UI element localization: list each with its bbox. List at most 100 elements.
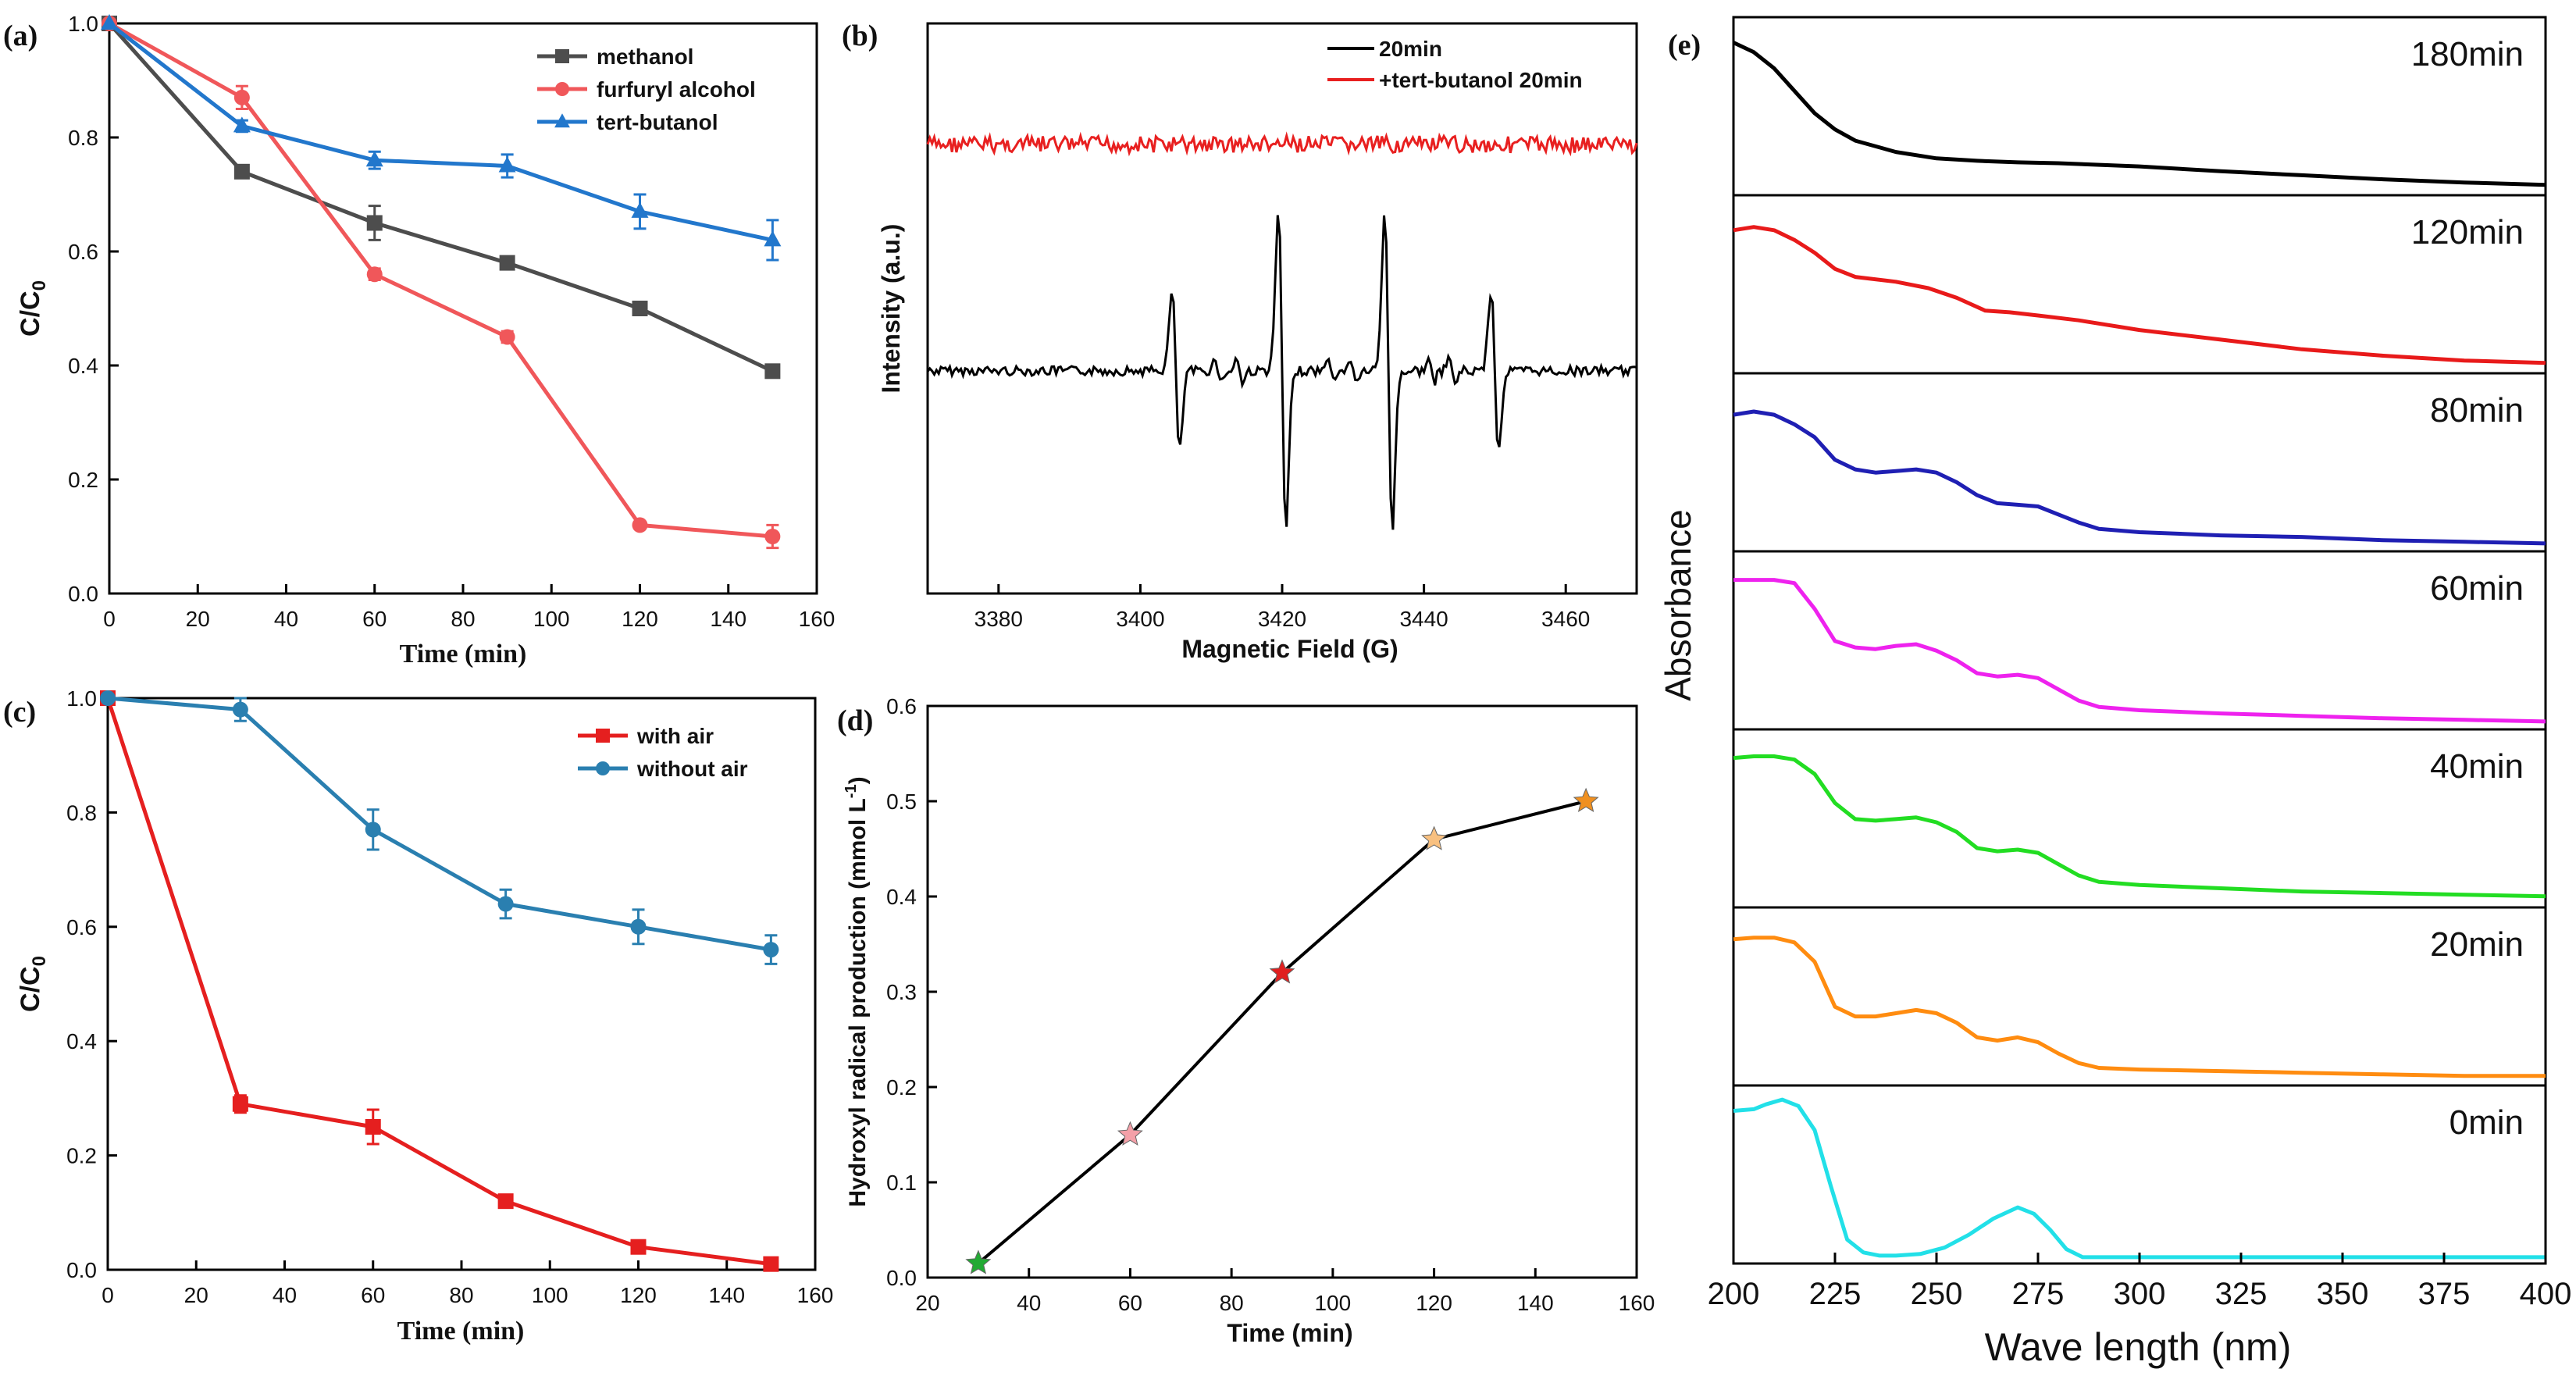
data-point — [764, 363, 781, 380]
data-point — [232, 701, 248, 718]
x-tick-label: 3420 — [1258, 607, 1306, 631]
y-axis-label: Absorbance — [1658, 509, 1698, 701]
y-tick-label: 0.2 — [68, 468, 98, 492]
y-tick-label: 0.5 — [886, 790, 917, 814]
legend-label: furfuryl alcohol — [597, 77, 756, 102]
series-methanol — [102, 16, 781, 380]
legend-label: +tert-butanol 20min — [1379, 68, 1583, 92]
series-label: 40min — [2430, 747, 2524, 786]
data-point — [1573, 787, 1599, 812]
x-tick-label: 120 — [620, 1283, 657, 1307]
x-tick-label: 100 — [1314, 1291, 1351, 1315]
series-Hydroxyl-radical-production — [965, 787, 1599, 1274]
y-tick-label: 0.4 — [68, 354, 98, 378]
data-point — [233, 89, 250, 105]
panel-1: 3380 3400 3420 3440 3460 20min +tert-butanol 2… — [926, 22, 1638, 631]
data-point — [1269, 959, 1295, 984]
y-tick-label: 0.0 — [886, 1266, 917, 1290]
x-tick-label: 200 — [1708, 1277, 1760, 1311]
data-point — [764, 529, 781, 544]
x-axis-label: Wave length (nm) — [1985, 1325, 2292, 1369]
x-tick-label: 160 — [1619, 1291, 1655, 1315]
x-tick-label: 140 — [1517, 1291, 1554, 1315]
x-tick-label: 3380 — [974, 607, 1023, 631]
x-tick-label: 40 — [1017, 1291, 1041, 1315]
data-point — [366, 266, 383, 283]
legend-entry: tert-butanol — [537, 110, 718, 134]
x-tick-label: 20 — [184, 1283, 208, 1307]
y-tick-label: 1.0 — [66, 686, 97, 711]
data-point — [101, 14, 118, 30]
data-point — [1117, 1121, 1143, 1146]
panel-label: (e) — [1668, 29, 1701, 62]
data-point — [498, 156, 516, 173]
y-tick-label: 0.0 — [68, 582, 98, 606]
legend-entry: methanol — [537, 45, 693, 69]
y-tick-label: 0.1 — [886, 1171, 917, 1195]
data-point — [365, 822, 381, 838]
series-line-tert-butanol — [926, 131, 1638, 157]
x-tick-label: 100 — [533, 607, 570, 631]
data-point — [554, 113, 570, 128]
x-tick-label: 80 — [1220, 1291, 1244, 1315]
data-point — [365, 1119, 381, 1135]
series-line-60min — [1733, 578, 2546, 724]
x-axis-label: Time (min) — [400, 640, 527, 668]
x-axis-label: Time (min) — [1227, 1319, 1352, 1347]
data-point — [555, 82, 569, 96]
y-tick-label: 0.6 — [66, 915, 97, 939]
x-tick-label: 225 — [1809, 1277, 1862, 1311]
series-line-0min — [1733, 1097, 2546, 1260]
y-tick-label: 0.3 — [886, 980, 917, 1004]
x-tick-label: 325 — [2215, 1277, 2268, 1311]
data-point — [630, 1239, 647, 1255]
x-tick-label: 120 — [1416, 1291, 1452, 1315]
x-tick-label: 300 — [2114, 1277, 2166, 1311]
x-tick-label: 3400 — [1116, 607, 1164, 631]
legend-label: with air — [636, 724, 714, 748]
data-point — [497, 896, 514, 912]
data-point — [630, 918, 647, 935]
y-tick-label: 0.6 — [886, 694, 917, 718]
panel-label: (d) — [837, 704, 873, 737]
y-tick-label: 0.8 — [68, 126, 98, 150]
series-line-120min — [1733, 225, 2546, 365]
x-tick-label: 350 — [2317, 1277, 2369, 1311]
y-axis-label: C/C0 — [16, 280, 50, 337]
x-tick-label: 100 — [532, 1283, 568, 1307]
panel-label: (c) — [3, 696, 36, 729]
series-with-air — [100, 690, 779, 1272]
legend-label: methanol — [597, 45, 693, 69]
x-axis-label: Magnetic Field (G) — [1181, 635, 1398, 663]
series-tert-butanol — [101, 14, 782, 262]
x-tick-label: 3460 — [1541, 607, 1590, 631]
y-tick-label: 0.4 — [886, 885, 917, 909]
series-line-20min — [1733, 936, 2546, 1078]
y-tick-label: 0.8 — [66, 800, 97, 825]
series-line — [105, 697, 771, 1267]
legend-label: 20min — [1379, 37, 1442, 61]
data-point — [596, 761, 610, 775]
legend-label: without air — [636, 757, 748, 781]
panel-4: 180min 120min 80min 60min 40min 20min 0min 200 2… — [1708, 16, 2571, 1311]
x-tick-label: 3440 — [1399, 607, 1448, 631]
data-point — [232, 1096, 248, 1112]
x-tick-label: 60 — [362, 607, 387, 631]
series-line-20min — [926, 215, 1637, 530]
data-point — [965, 1249, 992, 1274]
data-point — [233, 163, 250, 180]
series-line-80min — [1733, 409, 2546, 546]
x-tick-label: 80 — [451, 607, 475, 631]
data-point — [499, 255, 515, 271]
x-tick-label: 160 — [797, 1283, 834, 1307]
x-tick-label: 140 — [708, 1283, 745, 1307]
y-tick-label: 0.2 — [886, 1075, 917, 1100]
data-point — [632, 517, 648, 533]
data-point — [555, 49, 569, 63]
y-tick-label: 0.2 — [66, 1144, 97, 1168]
y-tick-label: 1.0 — [68, 12, 98, 36]
data-point — [499, 329, 515, 345]
series-line — [977, 800, 1587, 1265]
y-axis-label: C/C0 — [16, 956, 50, 1012]
